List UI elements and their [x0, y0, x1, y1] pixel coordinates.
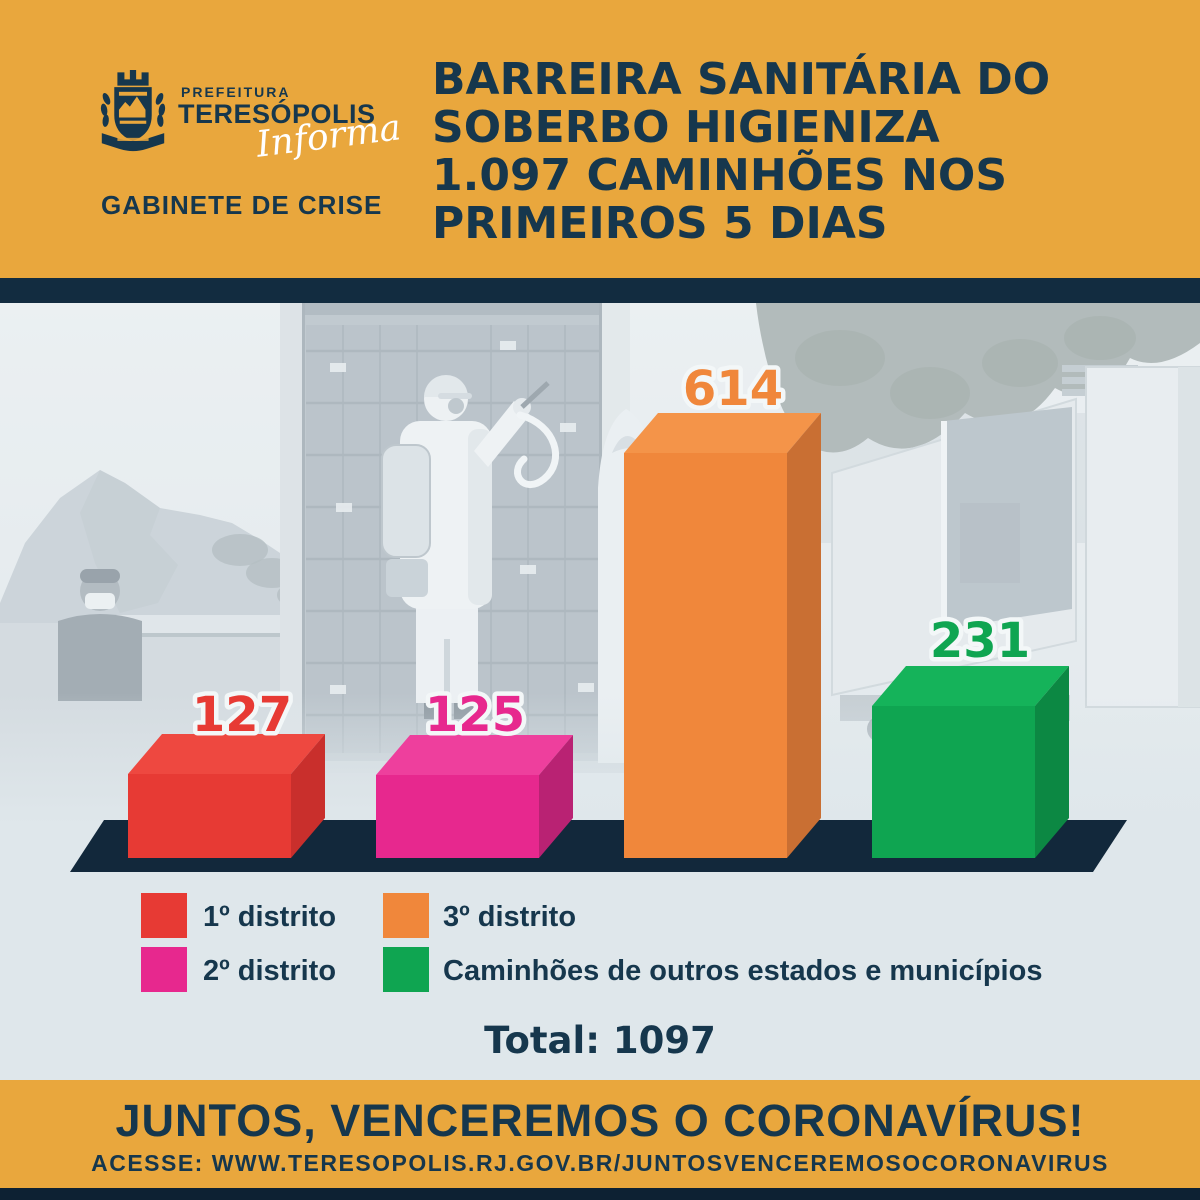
- title-line-3: 1.097 CAMINHÕES NOS: [432, 150, 1008, 201]
- bottom-strip: [0, 1188, 1200, 1200]
- bar-district-3: 614: [624, 357, 821, 858]
- bar-2-value-label: 125: [425, 687, 525, 743]
- bar-chart: 127 125 614 231: [70, 357, 1127, 872]
- bar-3-side: [787, 413, 821, 858]
- legend-swatch-district-3: [383, 893, 429, 938]
- title-line-2: SOBERBO HIGIENIZA: [432, 102, 940, 153]
- masked-person-figure: [58, 569, 142, 701]
- bar-other-states: 231: [872, 609, 1069, 858]
- footer-headline: JUNTOS, VENCEREMOS O CORONAVÍRUS!: [115, 1095, 1085, 1146]
- bar-4-front: [872, 706, 1035, 858]
- title-line-1: BARREIRA SANITÁRIA DO: [432, 54, 1051, 105]
- title-line-4: PRIMEIROS 5 DIAS: [432, 198, 888, 249]
- bar-2-front: [376, 775, 539, 858]
- bar-3-top: [624, 413, 821, 453]
- bar-1-front: [128, 774, 291, 858]
- sprayer-worker-figure: [381, 375, 560, 719]
- bar-4-value-label: 231: [930, 613, 1030, 669]
- footer-banner: JUNTOS, VENCEREMOS O CORONAVÍRUS! ACESSE…: [0, 1080, 1200, 1188]
- bar-district-2: 125: [376, 683, 573, 858]
- legend-label-district-3: 3º distrito: [443, 901, 577, 933]
- footer-access-url: ACESSE: WWW.TERESOPOLIS.RJ.GOV.BR/JUNTOS…: [91, 1150, 1109, 1176]
- legend-label-district-1: 1º distrito: [203, 901, 337, 933]
- legend-label-other-states: Caminhões de outros estados e municípios: [443, 955, 1043, 987]
- bar-3-front: [624, 453, 787, 858]
- bar-4-top: [872, 666, 1069, 706]
- bar-4-side: [1035, 666, 1069, 858]
- legend-swatch-district-1: [141, 893, 187, 938]
- chart-platform: [70, 820, 1127, 872]
- bar-3-value-label: 614: [683, 361, 783, 417]
- city-crest-icon: [100, 69, 166, 152]
- bar-1-value-label: 127: [192, 687, 292, 743]
- page-title: BARREIRA SANITÁRIA DO SOBERBO HIGIENIZA …: [432, 56, 1132, 248]
- bar-district-1: 127: [128, 683, 325, 858]
- bar-2-side: [539, 735, 573, 858]
- bar-1-top: [128, 734, 325, 774]
- header-divider-strip: [0, 278, 1200, 303]
- total-label: Total: 1097: [484, 1019, 716, 1062]
- header-band: PREFEITURA TERESÓPOLIS Informa GABINETE …: [0, 0, 1200, 278]
- department-title: GABINETE DE CRISE: [101, 190, 383, 220]
- bar-1-side: [291, 734, 325, 858]
- legend-swatch-other-states: [383, 947, 429, 992]
- brand-city-label: TERESÓPOLIS: [178, 99, 376, 129]
- legend-label-district-2: 2º distrito: [203, 955, 337, 987]
- bar-2-top: [376, 735, 573, 775]
- brand-prefeitura-label: PREFEITURA: [181, 84, 291, 100]
- legend-swatch-district-2: [141, 947, 187, 992]
